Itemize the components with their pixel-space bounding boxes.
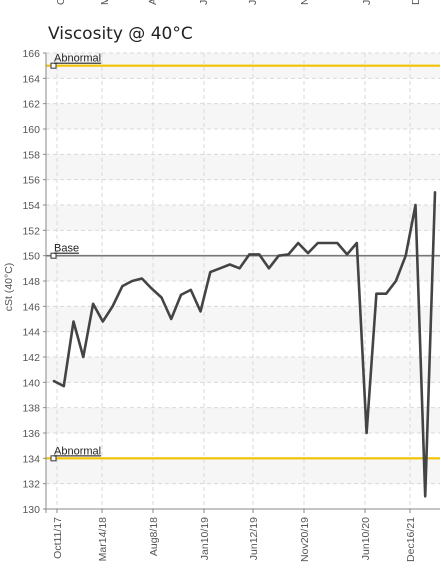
gridlines bbox=[46, 52, 440, 510]
reference-label: Abnormal bbox=[54, 445, 101, 457]
reference-marker bbox=[50, 455, 57, 462]
top-cutoff-label: J bbox=[198, 0, 210, 5]
y-tick-label: 166 bbox=[22, 48, 40, 60]
top-cutoff-label: J bbox=[247, 0, 259, 5]
y-tick-label: 164 bbox=[22, 73, 40, 85]
band bbox=[46, 407, 440, 433]
reference-marker bbox=[50, 62, 57, 69]
x-tick-label: Oct11/17 bbox=[52, 517, 64, 559]
y-tick-label: 154 bbox=[22, 200, 40, 212]
y-tick-label: 140 bbox=[22, 377, 40, 389]
top-cutoff-label: O bbox=[55, 0, 67, 5]
plot-area: Abnormal Base Abnormal bbox=[46, 52, 440, 510]
y-tick-label: 134 bbox=[22, 453, 40, 465]
x-tick-label: Dec16/21 bbox=[405, 517, 417, 562]
series-lines bbox=[52, 191, 437, 498]
reference-lines: Abnormal Base Abnormal bbox=[46, 53, 440, 462]
x-tick-label: Aug8/18 bbox=[148, 517, 160, 556]
band bbox=[46, 205, 440, 231]
y-tick-label: 160 bbox=[22, 124, 40, 136]
series-line bbox=[52, 191, 437, 498]
x-tick-label: Jun10/20 bbox=[360, 517, 372, 560]
alternating-bands bbox=[46, 53, 440, 484]
y-tick-label: 158 bbox=[22, 149, 40, 161]
x-tick-label: Jan10/19 bbox=[199, 517, 211, 560]
y-tick-label: 138 bbox=[22, 403, 40, 415]
y-tick-labels: 130 132 134 136 138 140 142 144 146 148 150 152 154 1… bbox=[22, 48, 46, 516]
y-tick-label: 130 bbox=[22, 504, 40, 516]
top-cutoff-label: A bbox=[147, 0, 159, 5]
top-cutoff-label: J bbox=[361, 0, 373, 5]
y-tick-label: 146 bbox=[22, 301, 40, 313]
y-tick-label: 142 bbox=[22, 352, 40, 364]
y-tick-label: 148 bbox=[22, 276, 40, 288]
band bbox=[46, 458, 440, 484]
y-tick-label: 136 bbox=[22, 428, 40, 440]
reference-marker bbox=[50, 252, 57, 259]
reference-label: Abnormal bbox=[54, 53, 101, 65]
y-tick-label: 162 bbox=[22, 99, 40, 111]
y-tick-label: 156 bbox=[22, 175, 40, 187]
band bbox=[46, 255, 440, 281]
x-tick-label: Nov20/19 bbox=[299, 517, 311, 562]
band bbox=[46, 154, 440, 180]
top-cutoff-label: D bbox=[410, 0, 422, 5]
x-tick-label: Jun12/19 bbox=[248, 517, 260, 560]
y-tick-label: 150 bbox=[22, 251, 40, 263]
x-tick-labels: Oct11/17 Mar14/18 Aug8/18 Jan10/19 Jun12/19 N… bbox=[52, 509, 417, 562]
x-tick-label: Mar14/18 bbox=[97, 517, 109, 562]
y-tick-label: 152 bbox=[22, 225, 40, 237]
y-axis-label: cSt (40°C) bbox=[3, 263, 15, 312]
top-cutoff-label: N bbox=[299, 0, 311, 5]
band bbox=[46, 357, 440, 383]
reference-label: Base bbox=[54, 243, 79, 255]
y-tick-label: 132 bbox=[22, 479, 40, 491]
axes bbox=[45, 53, 440, 513]
y-tick-label: 144 bbox=[22, 327, 40, 339]
top-cutoff-label: M bbox=[99, 0, 111, 5]
band bbox=[46, 103, 440, 129]
chart-title: Viscosity @ 40°C bbox=[48, 24, 193, 44]
